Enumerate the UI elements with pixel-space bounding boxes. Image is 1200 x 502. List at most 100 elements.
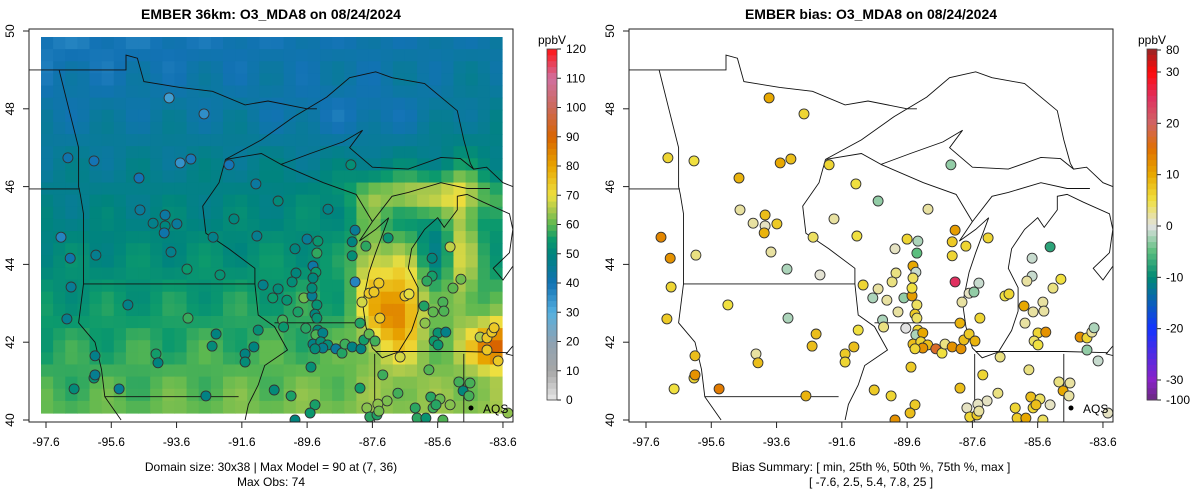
model-grid-cell [222,231,236,244]
model-grid-cell [404,315,418,329]
station-marker [785,153,797,165]
model-grid-cell [113,291,127,305]
station-marker [1064,377,1076,389]
model-grid-cell [368,109,382,123]
model-grid-cell [332,73,345,87]
model-grid-cell [125,364,139,378]
model-grid-cell [77,328,91,341]
station-marker [290,267,302,279]
model-grid-cell [380,255,394,269]
model-grid-cell [174,243,188,256]
station-marker [198,108,210,120]
station-marker [438,305,450,317]
model-grid-cell [186,328,200,341]
colorbar-segment [547,66,557,73]
model-grid-cell [174,134,188,147]
model-grid-cell [162,121,176,135]
station-marker [765,246,777,258]
station-marker [174,157,186,169]
model-grid-cell [65,364,78,378]
model-grid-cell [283,97,297,111]
model-grid-cell [368,134,382,147]
model-grid-cell [465,97,479,111]
model-grid-cell [89,85,103,99]
model-grid-cell [89,182,103,196]
model-grid-cell [125,340,139,353]
station-marker [307,272,319,284]
model-grid-cell [344,352,358,366]
map-title: EMBER 36km: O3_MDA8 on 08/24/2024 [141,6,401,22]
state-boundaries [29,54,513,422]
model-grid-cell [320,49,333,62]
model-grid-cell [271,37,285,50]
model-grid-cell [392,303,406,317]
model-grid-cell [465,279,479,293]
model-grid-cell [53,206,66,220]
model-grid-cell [125,121,139,135]
model-grid-cell [465,146,479,159]
model-grid-cell [404,146,418,159]
station-marker [664,252,676,264]
station-marker [907,272,919,284]
model-grid-cell [247,400,260,414]
model-grid-cell [417,109,430,123]
model-grid-cell [392,218,406,232]
model-grid-cell [41,376,54,390]
model-grid-cell [65,303,78,317]
model-grid-cell [441,170,455,184]
x-tick-label: -87.6 [959,435,987,449]
model-grid-cell [138,255,151,269]
model-grid-cell [150,182,163,196]
station-marker [55,231,67,243]
colorbar-segment [547,166,557,173]
model-grid-cell [222,291,236,305]
model-grid-cell [101,364,115,378]
model-grid-cell [235,315,248,329]
colorbar-tick-label: 70 [566,188,580,202]
station-marker [963,328,975,340]
model-grid-cell [429,194,442,208]
model-grid-cell [489,134,503,147]
model-grid-cell [320,279,333,293]
model-grid-cell [320,182,333,196]
model-grid-cell [307,158,321,172]
model-grid-cell [186,85,200,99]
model-grid-cell [53,37,66,50]
model-grid-cell [465,255,479,269]
model-grid-cell [332,400,345,414]
model-grid-cell [489,243,503,256]
model-grid-cell [489,61,503,74]
model-grid-cell [113,279,127,293]
model-grid-cell [41,340,54,353]
model-grid-cell [198,400,212,414]
model-grid-cell [417,37,430,50]
y-tick-label: 42 [3,335,17,349]
station-marker [311,247,323,259]
model-grid-cell [295,134,309,147]
station-marker [147,217,159,229]
model-grid-cell [368,37,382,50]
model-grid-cell [259,340,273,353]
model-grid-cell [53,328,66,341]
model-grid-cell [53,49,66,62]
boundary-line [880,163,973,222]
model-grid-cell [222,170,236,184]
model-grid-cell [477,315,491,329]
model-grid-cell [247,255,260,269]
model-grid-cell [247,388,260,402]
model-grid-cell [453,73,467,87]
model-grid-cell [198,134,212,147]
model-grid-cell [404,303,418,317]
model-grid-cell [247,61,260,74]
station-marker [61,313,73,325]
colorbar-segment [547,72,557,79]
model-grid-cell [356,146,370,159]
colorbar-segment [547,148,557,155]
model-grid-cell [441,364,455,378]
colorbar-segment [547,125,557,132]
station-marker [954,382,966,394]
model-grid-cell [465,37,479,50]
x-tick-label: -97.6 [32,435,60,449]
model-grid-cell [453,182,467,196]
model-grid-cell [404,85,418,99]
